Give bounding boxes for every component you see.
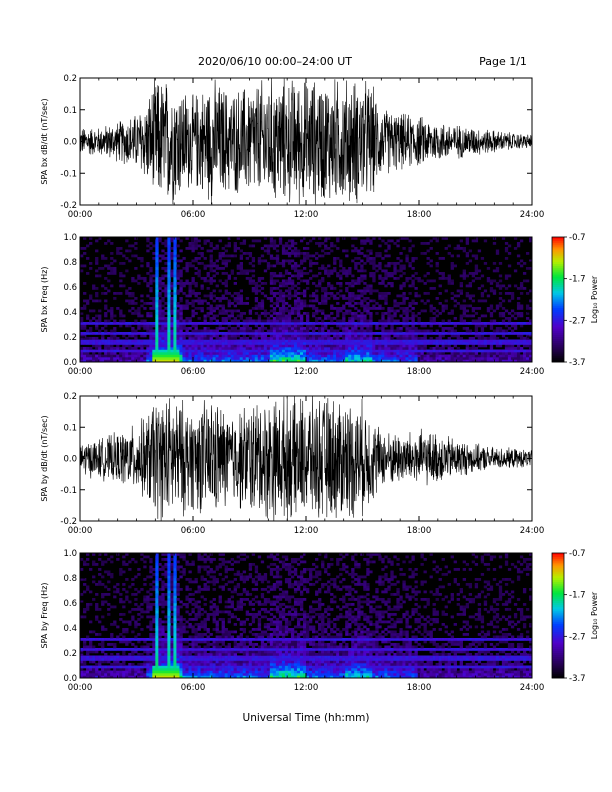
y-tick-label: 0.2 [63, 333, 77, 343]
y-axis-label: SPA by dB/dt (nT/sec) [40, 415, 49, 501]
y-tick-label: 0.8 [63, 258, 77, 268]
page-indicator: Page 1/1 [479, 55, 527, 68]
colorbar-tick-label: -3.7 [569, 674, 586, 684]
colorbar-tick-label: -1.7 [569, 275, 586, 285]
colorbar-tick-label: -1.7 [569, 591, 586, 601]
y-tick-label: 0.8 [63, 574, 77, 584]
y-tick-label: 0.1 [63, 106, 77, 116]
y-tick-label: 0.4 [63, 624, 77, 634]
colorbar-tick-label: -2.7 [569, 316, 586, 326]
series-trace [80, 78, 532, 205]
y-tick-label: 1.0 [63, 233, 77, 243]
y-tick-label: 0.0 [63, 138, 77, 148]
heatmap-cells [80, 553, 533, 679]
panel-4: -0.7 -1.7 -2.7 -3.7 Log₁₀ Power 00:00 06:00 12:… [40, 549, 599, 693]
panel-3: 00:00 06:00 12:00 18:00 24:00 -0.2 -0.1 0.0 0.1 0… [40, 392, 544, 536]
x-tick-label: 12:00 [294, 683, 319, 693]
colorbar-tick-label: -0.7 [569, 549, 586, 559]
colorbar-tick-label: -3.7 [569, 358, 586, 368]
y-tick-label: 0.2 [63, 74, 77, 84]
y-tick-label: 0.6 [63, 283, 77, 293]
x-tick-label: 24:00 [520, 683, 545, 693]
y-tick-label: 0.6 [63, 599, 77, 609]
x-tick-label: 12:00 [294, 526, 319, 536]
colorbar-label: Log₁₀ Power [590, 591, 599, 639]
x-tick-label: 06:00 [181, 683, 206, 693]
x-tick-label: 00:00 [68, 683, 93, 693]
y-tick-label: 0.1 [63, 423, 77, 433]
x-tick-label: 18:00 [407, 210, 432, 220]
y-tick-label: -0.1 [60, 486, 77, 496]
y-tick-label: 0.2 [63, 392, 77, 402]
y-tick-label: 0.0 [63, 455, 77, 465]
x-tick-label: 24:00 [520, 210, 545, 220]
heatmap-cells [80, 237, 533, 363]
panels: 00:00 06:00 12:00 18:00 24:00 -0.2 -0.1 0.0 0.1 0… [40, 74, 599, 693]
x-tick-label: 24:00 [520, 526, 545, 536]
colorbar-frame [551, 236, 565, 363]
panel-2: -0.7 -1.7 -2.7 -3.7 Log₁₀ Power 00:00 06:00 12:… [40, 233, 599, 377]
y-tick-label: -0.2 [60, 201, 77, 211]
x-tick-label: 06:00 [181, 367, 206, 377]
y-tick-label: -0.1 [60, 169, 77, 179]
y-tick-label: -0.2 [60, 517, 77, 527]
colorbar-label: Log₁₀ Power [590, 275, 599, 323]
x-tick-label: 18:00 [407, 683, 432, 693]
x-tick-label: 00:00 [68, 210, 93, 220]
series-trace [80, 396, 532, 521]
y-tick-label: 0.4 [63, 308, 77, 318]
y-axis-label: SPA by Freq (Hz) [40, 583, 49, 649]
colorbar: -0.7 -1.7 -2.7 -3.7 Log₁₀ Power [551, 549, 599, 684]
x-tick-label: 18:00 [407, 526, 432, 536]
y-tick-label: 0.0 [63, 674, 77, 684]
panel-1: 00:00 06:00 12:00 18:00 24:00 -0.2 -0.1 0.0 0.1 0… [40, 74, 544, 220]
x-axis-label: Universal Time (hh:mm) [243, 712, 370, 724]
y-tick-label: 0.2 [63, 649, 77, 659]
colorbar-frame [551, 552, 565, 679]
x-tick-label: 18:00 [407, 367, 432, 377]
x-tick-label: 12:00 [294, 367, 319, 377]
x-tick-label: 12:00 [294, 210, 319, 220]
y-tick-label: 0.0 [63, 358, 77, 368]
colorbar-tick-label: -2.7 [569, 632, 586, 642]
y-tick-label: 1.0 [63, 549, 77, 559]
x-tick-label: 06:00 [181, 526, 206, 536]
x-tick-label: 00:00 [68, 367, 93, 377]
colorbar-tick-label: -0.7 [569, 233, 586, 243]
figure-title: 2020/06/10 00:00–24:00 UT [198, 55, 352, 68]
x-tick-label: 00:00 [68, 526, 93, 536]
colorbar: -0.7 -1.7 -2.7 -3.7 Log₁₀ Power [551, 233, 599, 368]
x-tick-label: 06:00 [181, 210, 206, 220]
y-axis-label: SPA bx dB/dt (nT/sec) [40, 98, 49, 184]
x-tick-label: 24:00 [520, 367, 545, 377]
y-axis-label: SPA bx Freq (Hz) [40, 267, 49, 333]
